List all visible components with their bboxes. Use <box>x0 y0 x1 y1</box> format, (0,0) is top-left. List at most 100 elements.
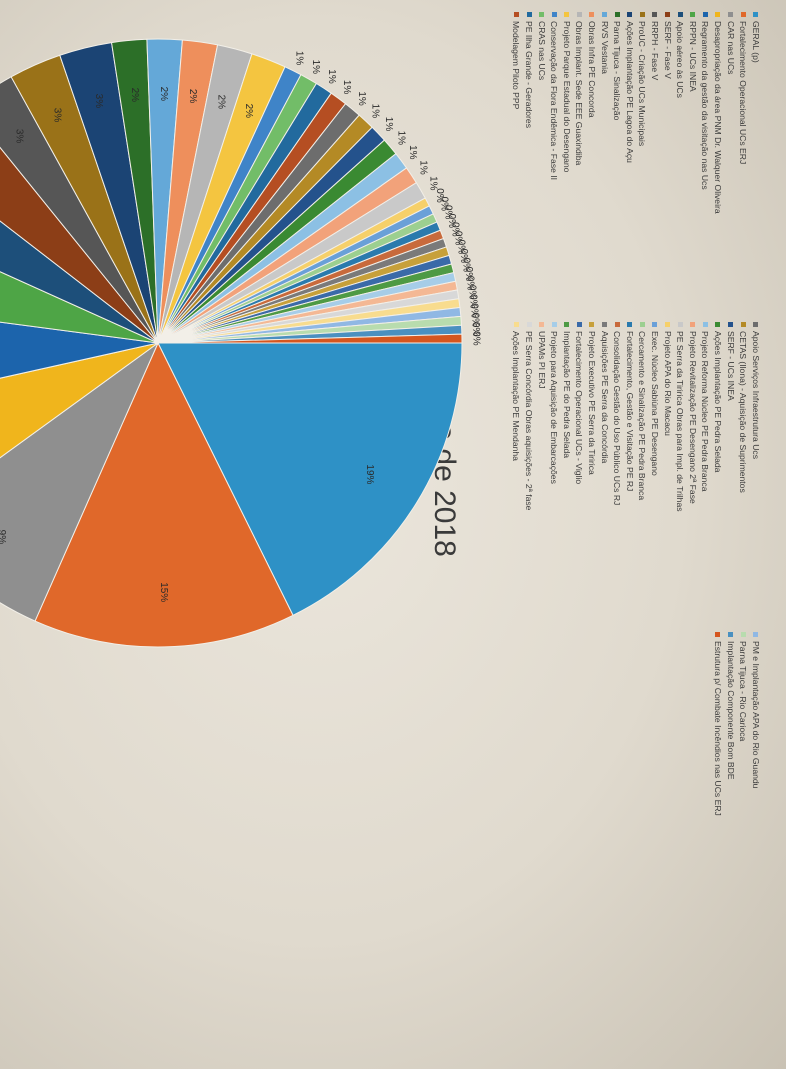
slice-label: 15% <box>158 582 169 602</box>
legend-item: CRAS nas UCs <box>535 12 548 322</box>
legend-swatch <box>614 322 620 327</box>
slice-label: 3% <box>52 108 63 123</box>
legend-label: Projeto Parque Estadual do Desengano <box>561 21 572 173</box>
legend-label: RVS Vestania <box>599 21 610 74</box>
legend-label: CAR nas UCs <box>725 21 736 75</box>
slice-label: 0% <box>458 249 469 264</box>
legend-label: Fortalecimento Operacional UCs ERJ <box>738 21 749 165</box>
legend-label: ProUC - Criação UCs Municipais <box>637 21 648 147</box>
legend-item: Projeto APA do Rio Macacu <box>661 322 674 632</box>
legend-swatch <box>740 632 746 637</box>
legend-label: Regramento da gestão da visitação nas Uc… <box>700 21 711 190</box>
slice-label: 1% <box>407 145 418 160</box>
pie-slice <box>0 156 159 344</box>
legend-item: SERF - UCs INEA <box>724 322 737 632</box>
legend-item: Implantação Componente Bom BDE <box>724 632 737 942</box>
legend-item: Ações Implantação PE Mendanha <box>510 322 523 632</box>
slice-label: 0% <box>461 258 472 273</box>
slice-label: 0% <box>442 205 453 220</box>
slice-label: 9% <box>0 530 7 545</box>
legend-item: Desapropriação da área PNM Dr. Walquer O… <box>712 12 725 322</box>
legend-item: Aquisições PE Serra da Concórdia <box>598 322 611 632</box>
slice-label: 0% <box>455 240 466 255</box>
legend-swatch <box>551 12 557 17</box>
legend-item: Fortalecimento, Gestão e Visitação PE RJ <box>623 322 636 632</box>
legend-swatch <box>753 322 759 327</box>
legend-swatch <box>627 322 633 327</box>
slice-label: 3% <box>13 129 24 144</box>
legend-item: Projeto Executivo PE Serra da Tiririca <box>586 322 599 632</box>
legend-swatch <box>602 12 608 17</box>
legend-label: PM e Implantação APA do Rio Guandu <box>750 641 761 789</box>
legend-label: Parna Tijuca - Rio Carioca <box>738 641 749 742</box>
legend-item: PE Ilha Grande - Geradores <box>523 12 536 322</box>
legend-label: Aquisições PE Serra da Concórdia <box>599 331 610 464</box>
slice-label: 1% <box>341 80 352 95</box>
slice-label: 1% <box>427 176 438 191</box>
pie-slice <box>0 105 159 344</box>
legend-item: CETAS (Ilona) - Aquisição de Suprimentos <box>737 322 750 632</box>
slice-label: 1% <box>383 117 394 132</box>
legend-item: Obras Infra PE Concorda <box>586 12 599 322</box>
legend-item: Estrutura p/ Combate Incêndios nas UCs E… <box>712 632 725 942</box>
legend-swatch <box>526 12 532 17</box>
slice-label: 0% <box>446 214 457 229</box>
legend-item: RPPN - UCs INEA <box>686 12 699 322</box>
legend-item: CAR nas UCs <box>724 12 737 322</box>
legend-item: Parna Tijuca - Sinalização <box>611 12 624 322</box>
slice-label: 1% <box>370 104 381 119</box>
legend-label: Obras Implant. Sede EEE Guaxindiba <box>574 21 585 166</box>
slice-label: 0% <box>466 285 477 300</box>
legend-swatch <box>677 322 683 327</box>
slice-label: 0% <box>470 322 481 337</box>
legend-label: Projeto Reforma Núcleo PE Pedra Branca <box>700 331 711 492</box>
slice-label: 1% <box>356 91 367 106</box>
pie-slice <box>157 342 463 617</box>
legend-label: PE Ilha Grande - Geradores <box>524 21 535 128</box>
slice-label: 0% <box>453 231 464 246</box>
slice-label: 2% <box>215 95 226 110</box>
legend-swatch <box>589 12 595 17</box>
legend-label: Desapropriação da área PNM Dr. Walquer O… <box>712 21 723 214</box>
legend-swatch <box>728 12 734 17</box>
legend-label: SERF - UCs INEA <box>725 331 736 401</box>
pie-slice <box>157 333 463 344</box>
legend-swatch <box>639 322 645 327</box>
legend-item: Ações Implantação PE Pedra Selada <box>712 322 725 632</box>
slice-label: 0% <box>463 267 474 282</box>
slice-label: 2% <box>129 88 140 103</box>
legend-item: Apoio Serviços Infraestrutura Ucs <box>749 322 762 632</box>
legend-item: PE Serra Concórdia Obras aquisições - 2ª… <box>523 322 536 632</box>
legend-label: Fortalecimento, Gestão e Visitação PE RJ <box>624 331 635 492</box>
legend-swatch <box>740 322 746 327</box>
legend-item: Projeto Revitalização PE Desengano 2ª Fa… <box>686 322 699 632</box>
slice-label: 0% <box>465 276 476 291</box>
slice-label: 2% <box>158 87 169 102</box>
legend-label: Projeto APA do Rio Macacu <box>662 331 673 436</box>
legend-label: Projeto para Aquisição de Embarcações <box>549 331 560 484</box>
legend-item: Apoio aéreo às UCs <box>674 12 687 322</box>
slice-label: 0% <box>468 294 479 309</box>
legend-swatch <box>702 12 708 17</box>
legend-label: RRPH - Fase V <box>649 21 660 81</box>
legend-item: Cercamento e Sinalização PE Pedra Branca <box>636 322 649 632</box>
legend-swatch <box>690 12 696 17</box>
legend-swatch <box>639 12 645 17</box>
legend-label: Modelagem Piloto PPP <box>511 21 522 110</box>
legend-item: RVS Vestania <box>598 12 611 322</box>
slice-label: 2% <box>243 104 254 119</box>
legend-item: Exec. Núcleo Sabiúna PE Desengano <box>649 322 662 632</box>
legend-label: Implantação PE do Pedra Selada <box>561 331 572 459</box>
legend-label: Implantação Componente Bom BDE <box>725 641 736 780</box>
slice-label: 0% <box>470 331 481 346</box>
legend-swatch <box>564 322 570 327</box>
legend-item: Implantação PE do Pedra Selada <box>561 322 574 632</box>
legend-label: Cercamento e Sinalização PE Pedra Branca <box>637 331 648 501</box>
legend-swatch <box>539 12 545 17</box>
legend-label: Fortalecimento Operacional UCs - Viglio <box>574 331 585 485</box>
pie-slice <box>0 342 159 523</box>
legend-item: PE Serra da Tiririca Obras para Impl. de… <box>674 322 687 632</box>
slice-label: 0% <box>469 303 480 318</box>
